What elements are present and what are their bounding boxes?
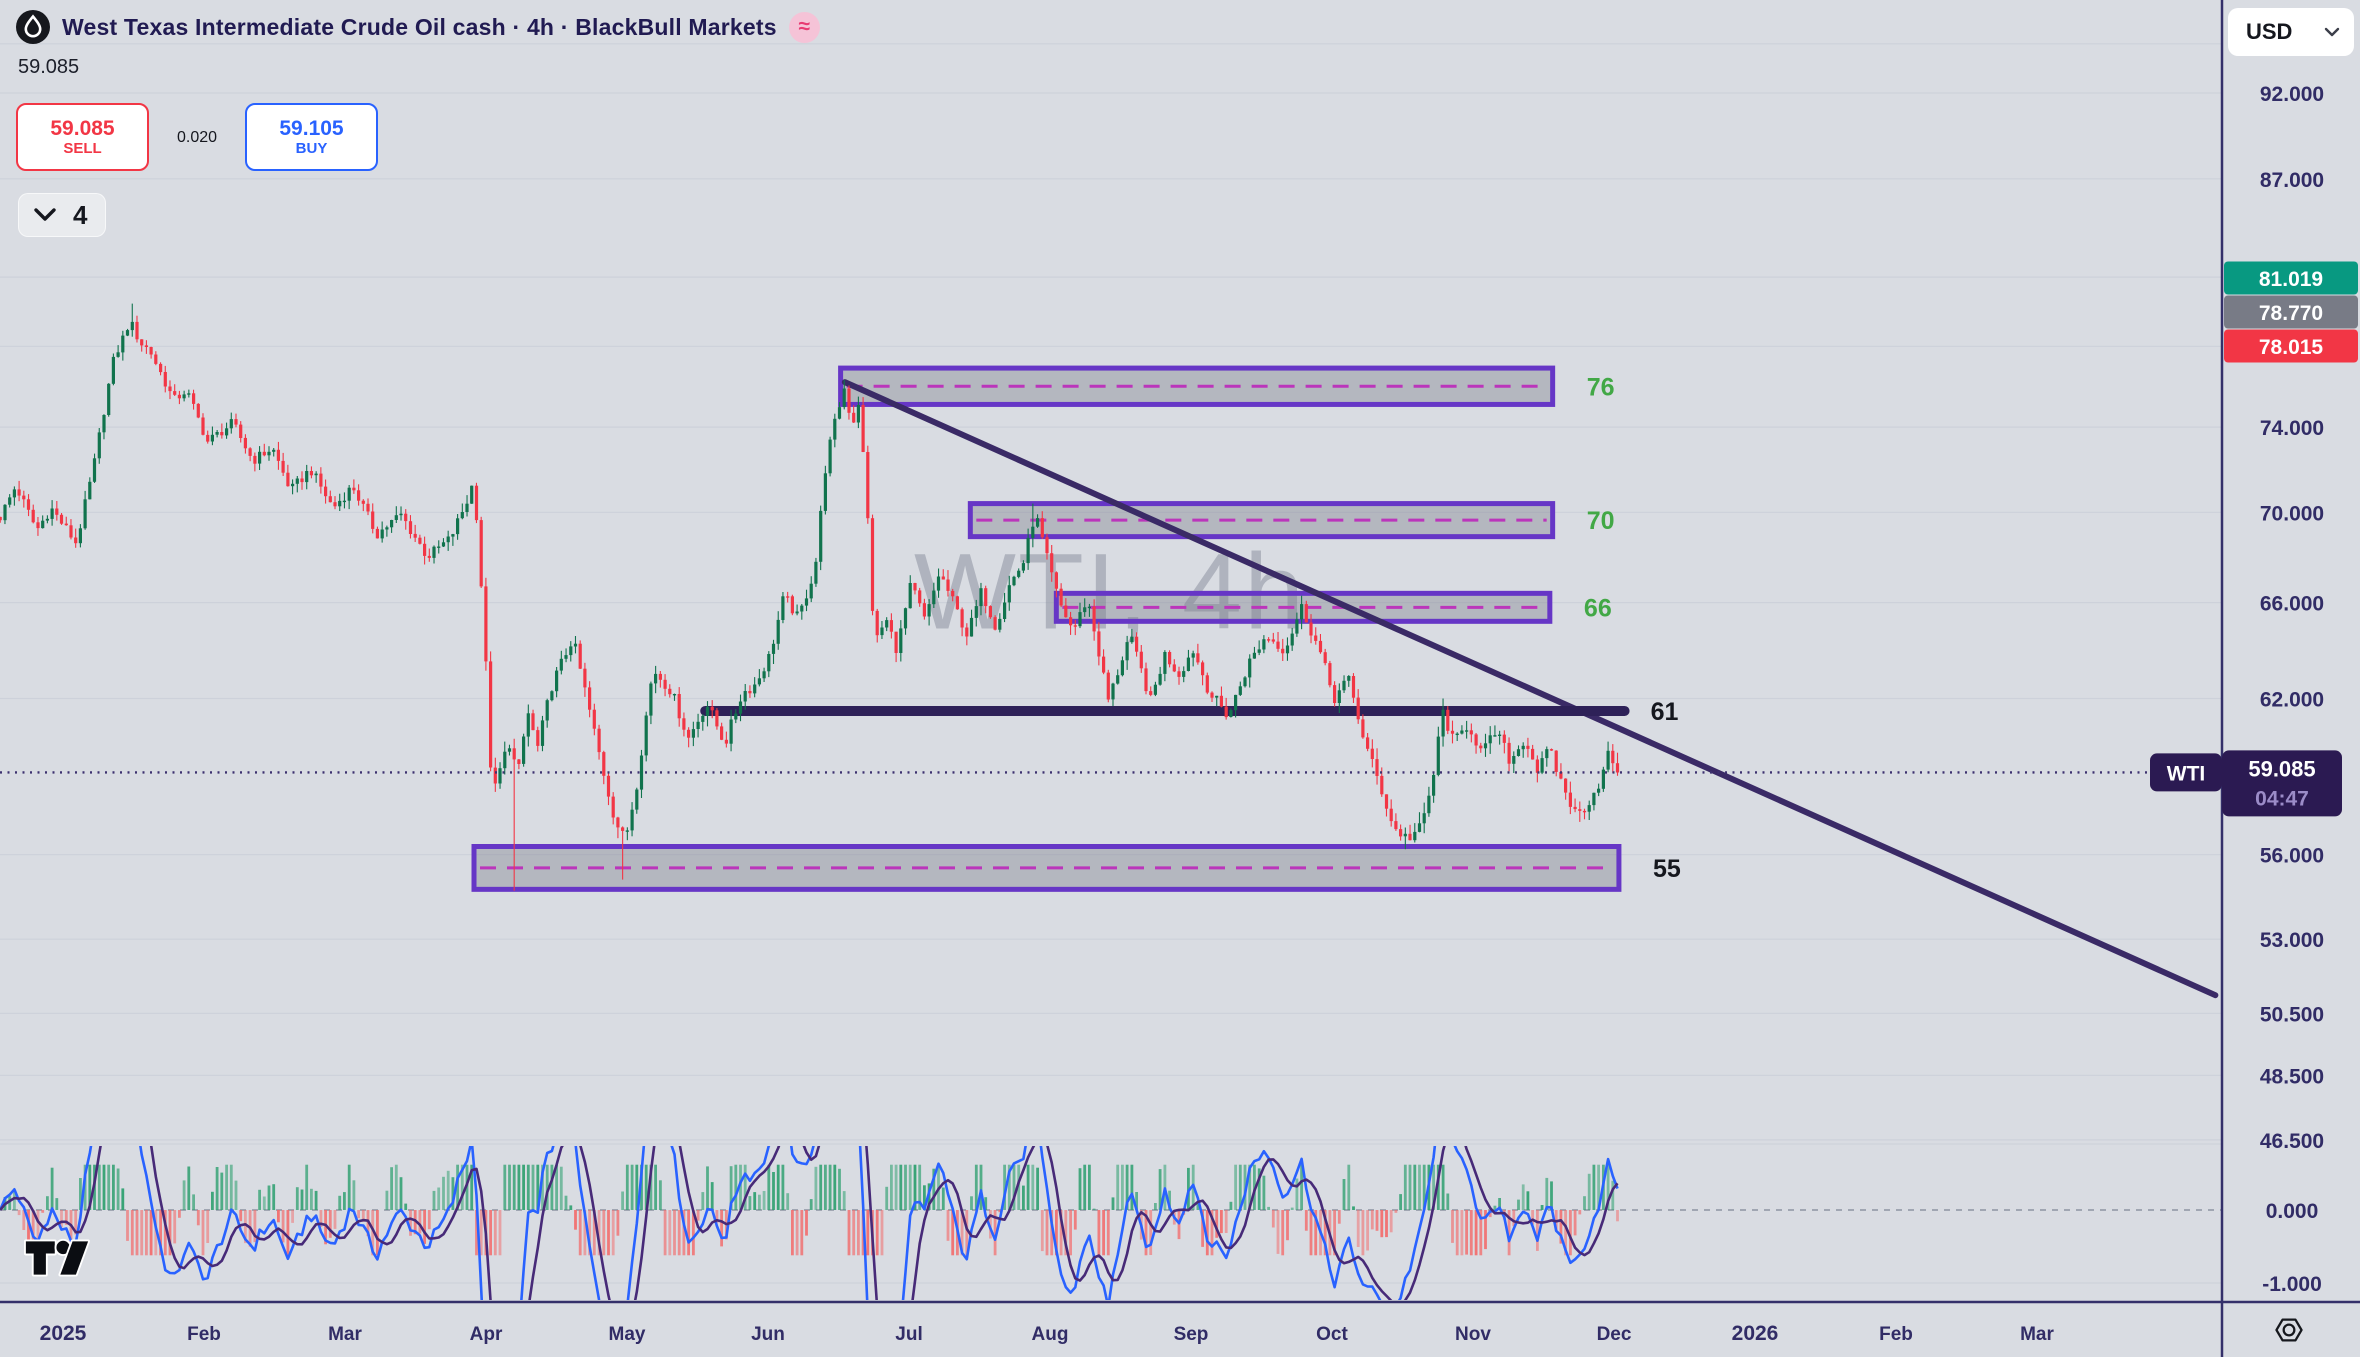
symbol-tag	[2150, 753, 2222, 792]
spread-value: 0.020	[176, 129, 218, 146]
price-marker-badge	[2224, 329, 2358, 363]
svg-text:66.000: 66.000	[2260, 593, 2324, 616]
svg-text:2026: 2026	[1732, 1322, 1779, 1345]
chevron-down-icon	[2324, 27, 2340, 36]
svg-text:2025: 2025	[40, 1322, 87, 1345]
svg-text:Jul: Jul	[895, 1324, 922, 1345]
price-marker-badge	[2224, 295, 2358, 329]
currency-selector[interactable]: USD	[2228, 8, 2354, 56]
oil-instrument-logo-icon	[16, 10, 50, 44]
svg-text:74.000: 74.000	[2260, 417, 2324, 440]
time-axis: 2025 Feb Mar Apr May Jun Jul Aug Sep Oct Nov Dec 202…	[40, 1322, 2055, 1345]
svg-text:56.000: 56.000	[2260, 845, 2324, 868]
svg-text:59.085: 59.085	[2248, 756, 2315, 781]
axis-settings-gear-icon[interactable]	[2272, 1314, 2306, 1351]
svg-text:Nov: Nov	[1455, 1324, 1491, 1345]
svg-text:Mar: Mar	[328, 1324, 362, 1345]
svg-text:0.000: 0.000	[2266, 1200, 2319, 1223]
axis-marker-badges: 81.019 78.770 78.015	[2224, 261, 2358, 363]
gridlines	[0, 43, 2222, 1284]
chevron-down-icon	[34, 208, 56, 221]
oscillator-slow-line	[0, 1146, 1619, 1300]
svg-text:Oct: Oct	[1316, 1324, 1348, 1345]
svg-text:Jun: Jun	[751, 1324, 785, 1345]
svg-text:Feb: Feb	[1879, 1324, 1913, 1345]
svg-text:Sep: Sep	[1174, 1324, 1209, 1345]
svg-text:66: 66	[1584, 594, 1612, 622]
approx-badge-icon[interactable]: ≈	[788, 11, 820, 43]
symbol-header: West Texas Intermediate Crude Oil cash ·…	[16, 10, 820, 237]
svg-text:62.000: 62.000	[2260, 689, 2324, 712]
buy-button[interactable]: 59.105 BUY	[245, 103, 378, 171]
current-price-axis-badge	[2222, 750, 2342, 817]
level-labels: 76 70 66 55 61	[1584, 373, 1681, 883]
order-panel: 59.085 SELL 0.020 59.105 BUY	[16, 103, 378, 171]
svg-text:53.000: 53.000	[2260, 929, 2324, 952]
svg-text:78.770: 78.770	[2259, 302, 2323, 325]
candlestick-series	[0, 303, 1620, 891]
price-marker-badge	[2224, 261, 2358, 295]
svg-text:61: 61	[1651, 698, 1679, 726]
svg-text:50.500: 50.500	[2260, 1003, 2324, 1026]
svg-text:46.500: 46.500	[2260, 1130, 2324, 1153]
trendline-layer	[841, 379, 2219, 999]
symbol-title-row: West Texas Intermediate Crude Oil cash ·…	[16, 10, 820, 44]
svg-text:92.000: 92.000	[2260, 83, 2324, 106]
tradingview-logo[interactable]	[22, 1238, 92, 1283]
descending-trendline[interactable]	[841, 379, 2219, 999]
svg-text:81.019: 81.019	[2259, 268, 2323, 291]
svg-text:70: 70	[1587, 507, 1615, 535]
symbol-title[interactable]: West Texas Intermediate Crude Oil cash ·…	[62, 13, 777, 40]
svg-text:May: May	[609, 1324, 646, 1345]
svg-text:Aug: Aug	[1032, 1324, 1069, 1345]
svg-text:-1.000: -1.000	[2262, 1273, 2322, 1296]
last-price-value: 59.085	[18, 56, 80, 78]
legend-collapse-toggle[interactable]: 4	[18, 193, 107, 237]
currency-label: USD	[2246, 19, 2293, 44]
svg-text:70.000: 70.000	[2260, 502, 2324, 525]
oscillator-pane	[0, 1146, 2222, 1300]
svg-text:WTI: WTI	[2167, 762, 2205, 785]
current-price-badge: WTI 59.085 04:47	[2150, 750, 2342, 817]
svg-text:48.500: 48.500	[2260, 1065, 2324, 1088]
oscillator-fast-line	[0, 1146, 1619, 1300]
sell-label: SELL	[63, 140, 102, 157]
svg-text:Mar: Mar	[2020, 1324, 2054, 1345]
sell-button[interactable]: 59.085 SELL	[16, 103, 149, 171]
svg-text:Feb: Feb	[187, 1324, 221, 1345]
buy-label: BUY	[295, 140, 328, 157]
svg-text:Dec: Dec	[1597, 1324, 1632, 1345]
sell-price: 59.085	[50, 117, 115, 140]
svg-text:Apr: Apr	[470, 1324, 503, 1345]
svg-text:04:47: 04:47	[2255, 787, 2309, 810]
svg-text:78.015: 78.015	[2259, 336, 2324, 359]
price-axis: 92.000 87.000 74.000 70.000 66.000 62.000 56.0…	[2260, 83, 2324, 1296]
svg-text:76: 76	[1587, 373, 1615, 401]
svg-text:55: 55	[1653, 855, 1681, 883]
svg-text:87.000: 87.000	[2260, 169, 2324, 192]
buy-price: 59.105	[279, 117, 344, 140]
legend-count: 4	[73, 200, 88, 230]
